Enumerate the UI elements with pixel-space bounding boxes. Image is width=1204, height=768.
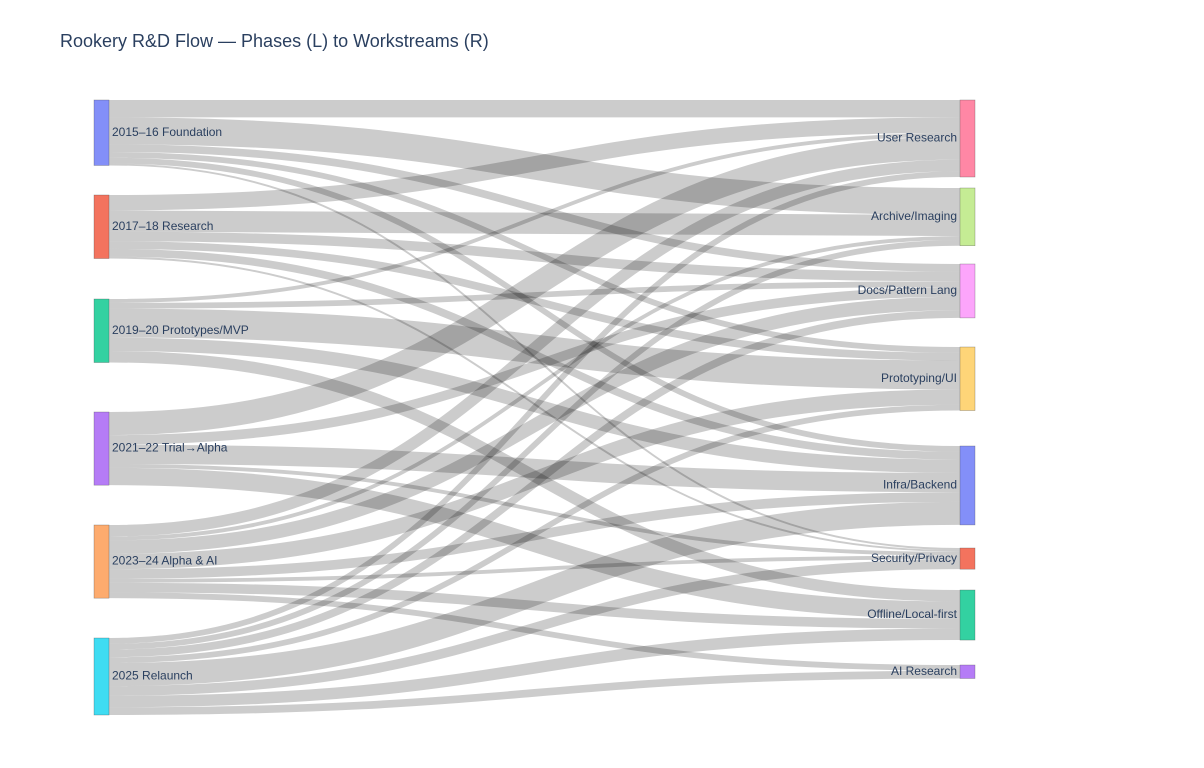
source-node [93, 99, 110, 166]
source-node [93, 298, 110, 363]
sankey-link [108, 559, 961, 696]
sankey-link [108, 256, 961, 552]
source-node-label: 2015–16 Foundation [112, 125, 222, 139]
target-node [959, 263, 976, 319]
sankey-link [108, 132, 961, 303]
target-node-label: AI Research [891, 664, 957, 678]
target-node-label: Infra/Backend [883, 478, 957, 492]
sankey-link [108, 444, 961, 493]
sankey-link [108, 157, 961, 452]
sankey-link [108, 231, 961, 282]
sankey-link [108, 582, 961, 629]
target-node-label: Docs/Pattern Lang [858, 283, 957, 297]
sankey-link [108, 117, 961, 211]
sankey-link [108, 117, 961, 215]
target-node [959, 589, 976, 641]
sankey-link [108, 136, 961, 436]
source-node-label: 2023–24 Alpha & AI [112, 554, 217, 568]
target-node-label: User Research [877, 131, 957, 145]
sankey-link [108, 337, 961, 473]
sankey-link [108, 287, 961, 445]
sankey-link [108, 555, 961, 583]
sankey-link [108, 159, 961, 537]
sankey-link [108, 241, 961, 361]
sankey-link [108, 310, 961, 658]
source-node [93, 411, 110, 486]
source-node-label: 2025 Relaunch [112, 669, 193, 683]
sankey-link [108, 144, 961, 272]
sankey-link [108, 463, 961, 556]
sankey-link [108, 151, 961, 353]
target-node-label: Security/Privacy [871, 551, 957, 565]
target-node [959, 346, 976, 411]
sankey-link [108, 248, 961, 460]
labels-layer: 2015–16 Foundation 2017–18 Research 2019–2… [112, 125, 958, 683]
target-node [959, 547, 976, 570]
sankey-link [108, 350, 961, 602]
sankey-link [108, 210, 961, 237]
target-node-label: Archive/Imaging [871, 209, 957, 223]
target-node [959, 664, 976, 679]
source-node-label: 2021–22 Trial→Alpha [112, 441, 228, 455]
sankey-link [108, 171, 961, 644]
sankey-link [108, 670, 961, 715]
sankey-link [108, 501, 961, 687]
source-node-label: 2017–18 Research [112, 219, 213, 233]
chart-title: Rookery R&D Flow — Phases (L) to Workstr… [60, 31, 489, 51]
sankey-link [108, 628, 961, 708]
sankey-link [108, 389, 961, 570]
sankey-link [108, 296, 961, 554]
sankey-link [108, 163, 961, 550]
links-layer [108, 99, 961, 715]
sankey-link [108, 281, 961, 309]
sankey-link [108, 404, 961, 664]
target-node [959, 445, 976, 526]
nodes-layer [93, 99, 976, 716]
sankey-link [108, 308, 961, 390]
sankey-link [108, 467, 961, 619]
sankey-link [108, 592, 961, 671]
source-node [93, 524, 110, 599]
sankey-link [108, 239, 961, 650]
target-node-label: Offline/Local-first [867, 607, 957, 621]
target-node [959, 99, 976, 178]
target-node [959, 187, 976, 246]
sankey-link [108, 492, 961, 579]
source-node [93, 194, 110, 259]
target-node-label: Prototyping/UI [881, 371, 957, 385]
sankey-link [108, 236, 961, 541]
source-node-label: 2019–20 Prototypes/MVP [112, 323, 249, 337]
source-node [93, 637, 110, 716]
